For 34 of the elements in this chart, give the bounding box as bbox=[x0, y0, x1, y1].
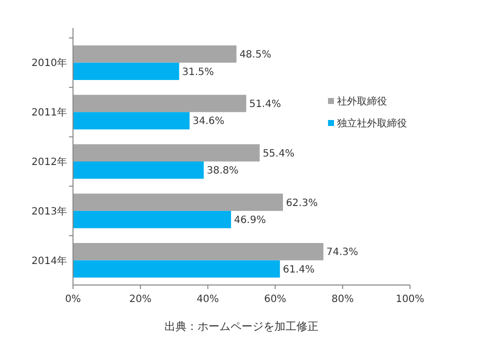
x-tick-label: 80% bbox=[331, 294, 354, 305]
bar bbox=[73, 94, 246, 112]
data-label: 55.4% bbox=[262, 148, 294, 160]
data-label: 38.8% bbox=[206, 166, 239, 177]
bar bbox=[73, 260, 280, 278]
x-tick-label: 100% bbox=[396, 294, 424, 305]
y-tick-label: 2012年 bbox=[32, 156, 67, 168]
bar bbox=[73, 210, 232, 228]
x-tick-label: 40% bbox=[196, 294, 219, 305]
bar bbox=[73, 194, 283, 211]
data-label: 34.6% bbox=[192, 116, 224, 128]
y-tick-label: 2010年 bbox=[32, 57, 67, 70]
bar bbox=[73, 144, 260, 162]
x-tick-label: 20% bbox=[129, 294, 152, 305]
x-tick-label: 60% bbox=[264, 294, 286, 305]
legend-label: 独立社外取締役 bbox=[337, 118, 407, 130]
bar bbox=[73, 62, 180, 80]
source-note: 出典：ホームページを加工修正 bbox=[164, 320, 318, 333]
bar bbox=[73, 243, 324, 260]
bar bbox=[73, 162, 204, 179]
data-label: 46.9% bbox=[234, 215, 266, 226]
legend-label: 社外取締役 bbox=[337, 96, 387, 108]
x-tick-label: 0% bbox=[65, 294, 81, 305]
data-label: 31.5% bbox=[182, 66, 214, 78]
data-label: 62.3% bbox=[286, 198, 318, 209]
bar bbox=[73, 45, 236, 63]
data-label: 74.3% bbox=[326, 247, 358, 258]
y-tick-label: 2011年 bbox=[32, 106, 67, 119]
y-tick-label: 2014年 bbox=[32, 254, 67, 267]
y-tick-label: 2013年 bbox=[32, 205, 67, 218]
bar bbox=[73, 112, 190, 130]
data-label: 51.4% bbox=[249, 98, 281, 110]
data-label: 48.5% bbox=[239, 50, 272, 61]
data-label: 61.4% bbox=[282, 264, 315, 276]
